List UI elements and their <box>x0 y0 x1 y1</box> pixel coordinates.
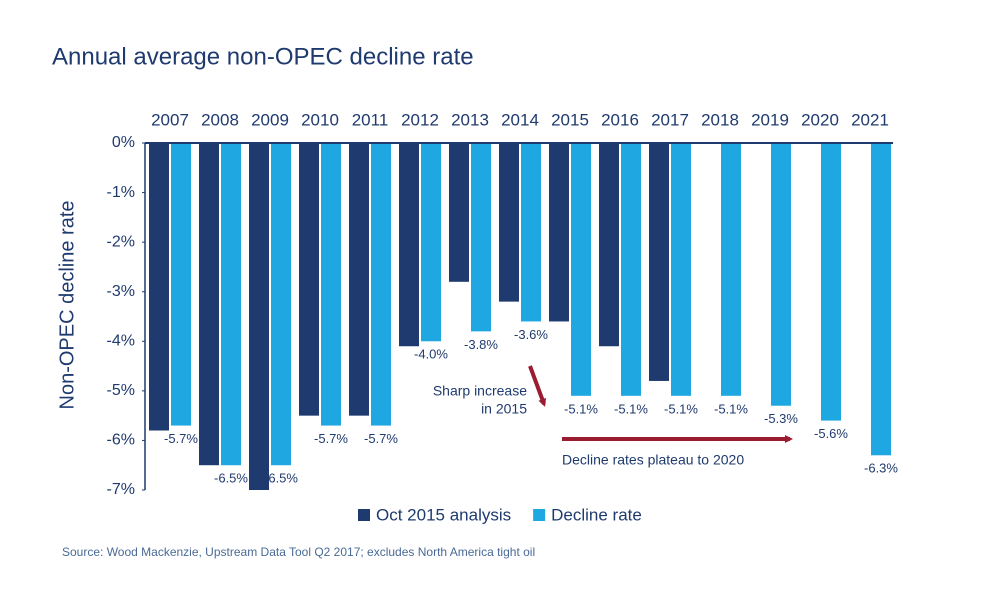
x-tick-label: 2014 <box>501 110 539 129</box>
data-label: -5.1% <box>614 401 648 416</box>
x-tick-label: 2007 <box>151 110 189 129</box>
x-tick-label: 2011 <box>352 110 389 129</box>
bar <box>549 143 569 322</box>
data-label: -4.0% <box>414 347 448 362</box>
bar <box>721 143 741 396</box>
data-label: -5.1% <box>664 401 698 416</box>
data-label: -6.5% <box>214 471 248 486</box>
x-tick-label: 2008 <box>201 110 239 129</box>
bar <box>249 143 269 490</box>
x-tick-label: 2020 <box>801 110 839 129</box>
y-tick-label: -2% <box>107 233 135 250</box>
legend-swatch <box>533 509 546 521</box>
data-label: -3.6% <box>514 327 548 342</box>
data-label: -6.5% <box>264 471 298 486</box>
x-tick-label: 2012 <box>401 110 439 129</box>
bar <box>649 143 669 381</box>
x-tick-label: 2009 <box>251 110 289 129</box>
bar <box>621 143 641 396</box>
data-label: -5.6% <box>814 426 848 441</box>
bar <box>499 143 519 302</box>
y-tick-label: -6% <box>107 432 135 449</box>
annotation: Sharp increase <box>433 383 527 399</box>
bar <box>299 143 319 416</box>
y-tick-label: -5% <box>107 382 135 399</box>
arrow <box>528 365 547 407</box>
bar <box>471 143 491 332</box>
legend-swatch <box>358 509 370 521</box>
x-tick-label: 2017 <box>651 110 689 129</box>
bar <box>371 143 391 426</box>
bar <box>771 143 791 406</box>
data-label: -6.3% <box>864 461 898 476</box>
bar <box>321 143 341 426</box>
bar <box>521 143 541 322</box>
annotation-arrows <box>528 365 793 443</box>
bar <box>871 143 891 456</box>
data-label: -5.3% <box>764 411 798 426</box>
data-label: -5.7% <box>314 431 348 446</box>
x-tick-label: 2013 <box>451 110 489 129</box>
y-axis-label: Non-OPEC decline rate <box>56 201 78 410</box>
bar <box>221 143 241 466</box>
bar <box>449 143 469 282</box>
data-label: -5.1% <box>714 401 748 416</box>
bar <box>199 143 219 466</box>
source: Source: Wood Mackenzie, Upstream Data To… <box>62 545 535 559</box>
bar <box>149 143 169 431</box>
legend-label: Decline rate <box>551 505 642 524</box>
x-tick-label: 2021 <box>851 110 889 129</box>
y-tick-label: -7% <box>107 481 135 498</box>
bar <box>571 143 591 396</box>
bar <box>349 143 369 416</box>
bar <box>671 143 691 396</box>
annotation: in 2015 <box>481 401 527 417</box>
x-tick-label: 2018 <box>701 110 739 129</box>
x-tick-label: 2019 <box>751 110 789 129</box>
x-tick-label: 2010 <box>301 110 339 129</box>
bar <box>171 143 191 426</box>
data-label: -3.8% <box>464 337 498 352</box>
x-tick-label: 2015 <box>551 110 589 129</box>
annotation: Decline rates plateau to 2020 <box>562 452 744 468</box>
x-tick-label: 2016 <box>601 110 639 129</box>
legend-label: Oct 2015 analysis <box>376 505 511 524</box>
bar <box>399 143 419 347</box>
data-label: -5.1% <box>564 401 598 416</box>
bar <box>421 143 441 342</box>
chart-title: Annual average non-OPEC decline rate <box>52 43 474 70</box>
y-tick-label: -4% <box>107 333 135 350</box>
bar <box>271 143 291 466</box>
bar <box>821 143 841 421</box>
y-tick-label: 0% <box>112 134 135 151</box>
bar <box>599 143 619 347</box>
data-label: -5.7% <box>164 431 198 446</box>
y-tick-label: -1% <box>107 184 135 201</box>
data-label: -5.7% <box>364 431 398 446</box>
y-tick-label: -3% <box>107 283 135 300</box>
